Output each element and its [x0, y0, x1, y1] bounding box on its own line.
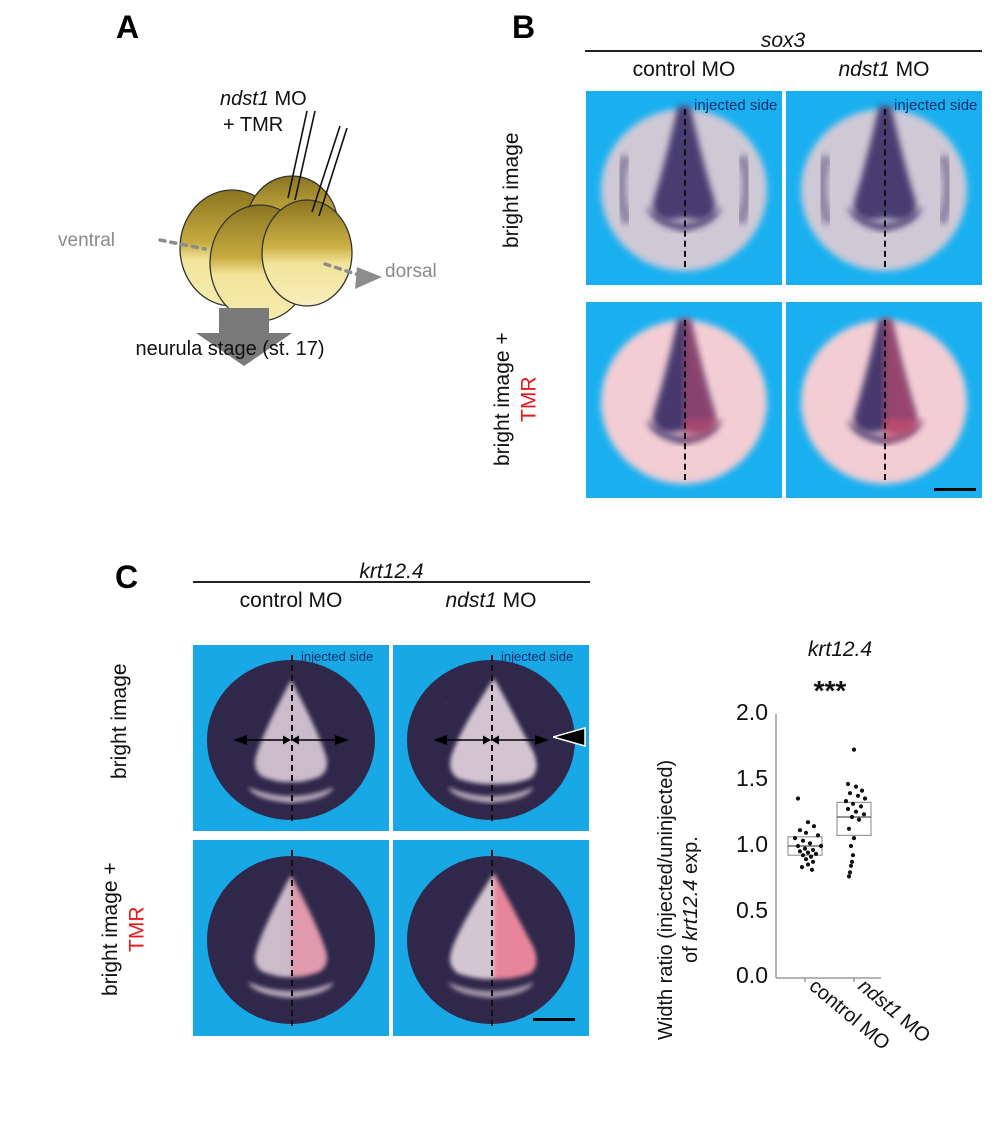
svg-text:2.0: 2.0	[736, 699, 768, 725]
svg-text:1.0: 1.0	[736, 831, 768, 857]
svg-text:***: ***	[814, 675, 847, 706]
svg-text:0.5: 0.5	[736, 897, 768, 923]
svg-text:1.5: 1.5	[736, 765, 768, 791]
svg-text:0.0: 0.0	[736, 962, 768, 988]
